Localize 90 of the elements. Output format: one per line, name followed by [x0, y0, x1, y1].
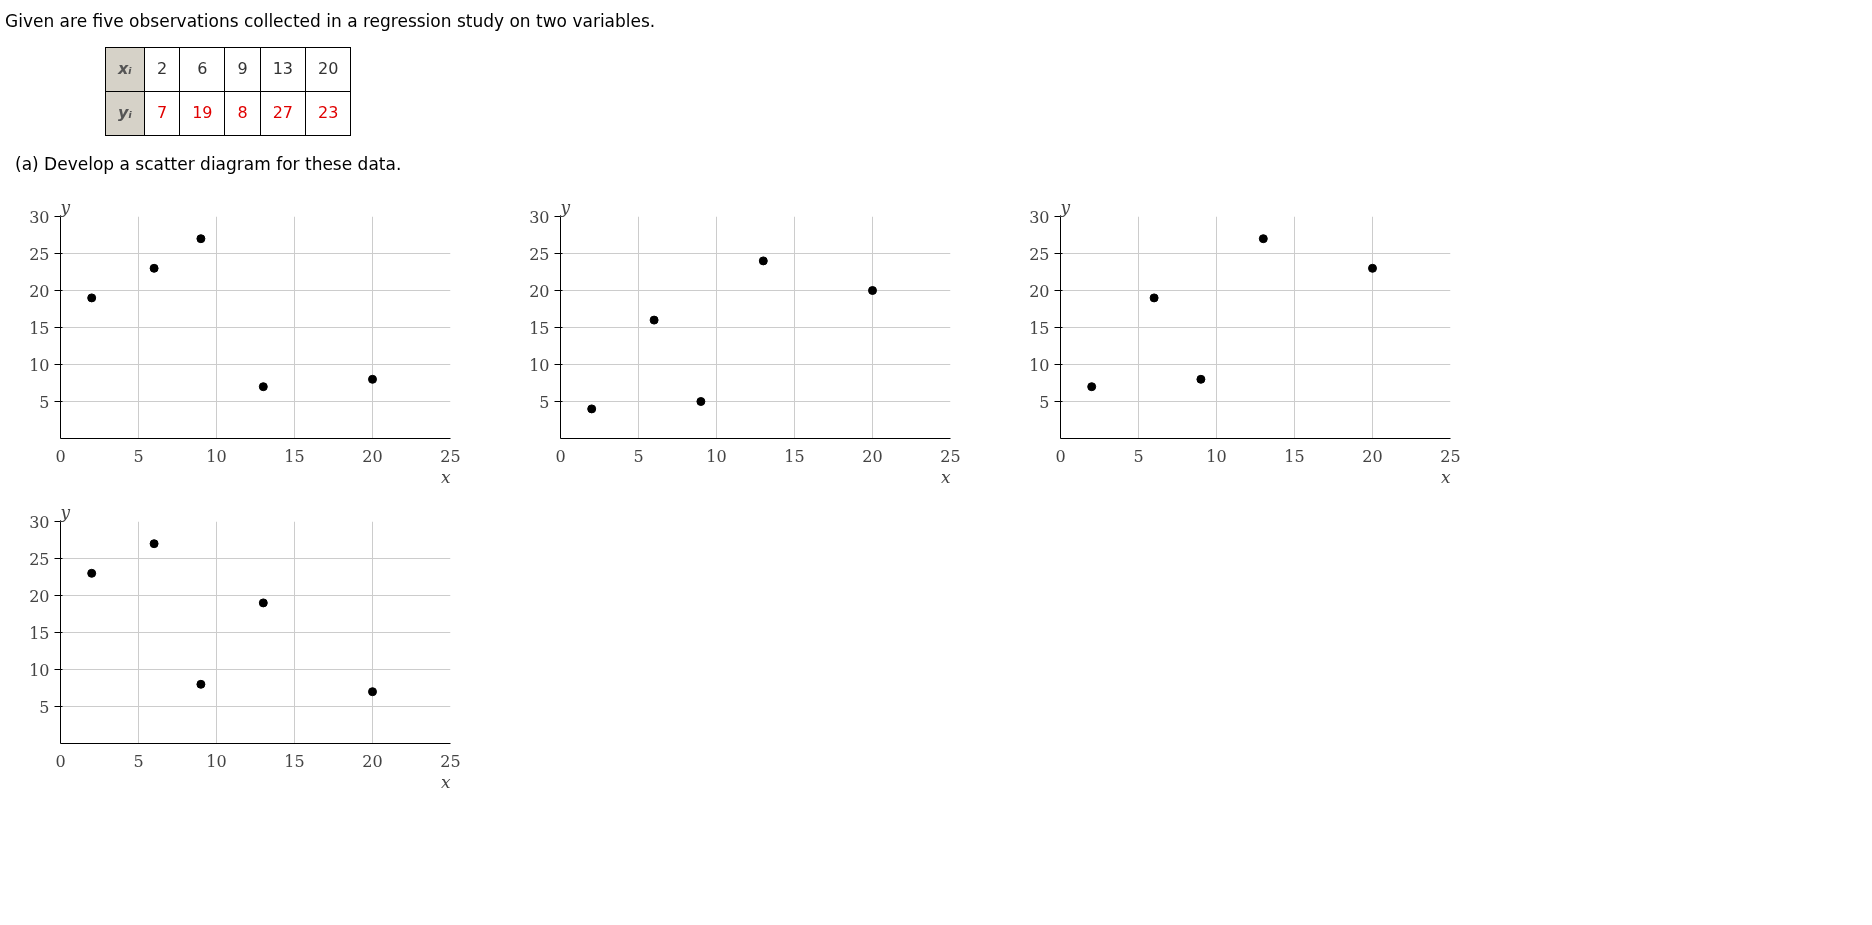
y-tick-label: 30	[29, 207, 50, 227]
y-tick-label: 15	[529, 318, 550, 338]
x-tick-label: 0	[55, 446, 66, 466]
x-axis-title: x	[440, 771, 451, 792]
y-tick-label: 15	[29, 318, 50, 338]
text: yᵢ	[105, 91, 145, 136]
y-tick-label: 5	[1039, 392, 1050, 412]
text: 23	[305, 91, 351, 136]
point	[1196, 375, 1206, 385]
point	[587, 404, 597, 414]
x-tick-label: 5	[133, 446, 144, 466]
y-tick-label: 30	[29, 512, 50, 532]
text: 19	[179, 91, 225, 136]
y-tick-label: 10	[529, 355, 550, 375]
x-tick-label: 5	[1133, 446, 1144, 466]
x-tick-label: 0	[555, 446, 566, 466]
point	[196, 680, 206, 690]
x-tick-label: 0	[1055, 446, 1066, 466]
point	[649, 315, 659, 325]
point	[196, 234, 206, 244]
point	[758, 256, 768, 266]
y-tick-label: 20	[29, 586, 50, 606]
y-axis-title: y	[1059, 196, 1071, 217]
x-tick-label: 10	[706, 446, 727, 466]
x-tick-label: 15	[284, 446, 305, 466]
point	[1368, 264, 1377, 274]
x-tick-label: 20	[362, 446, 383, 466]
x-tick-label: 10	[1206, 446, 1227, 466]
point	[868, 286, 877, 296]
text: 7	[144, 91, 180, 136]
text: Given are five observations collected in a regression study on two variables.	[5, 10, 656, 33]
point	[1087, 382, 1097, 392]
x-tick-label: 0	[55, 751, 66, 771]
point	[1149, 293, 1159, 303]
point	[696, 397, 706, 407]
y-axis-title: y	[559, 196, 571, 217]
point	[368, 687, 377, 697]
y-tick-label: 30	[1029, 207, 1050, 227]
y-tick-label: 30	[529, 207, 550, 227]
x-tick-label: 20	[362, 751, 383, 771]
text: 8	[224, 91, 261, 136]
y-tick-label: 5	[39, 392, 50, 412]
text: 13	[260, 47, 306, 92]
x-tick-label: 20	[862, 446, 883, 466]
y-tick-label: 15	[29, 623, 50, 643]
x-tick-label: 10	[206, 751, 227, 771]
x-axis-title: x	[440, 466, 451, 487]
x-tick-label: 15	[284, 751, 305, 771]
y-tick-label: 20	[529, 281, 550, 301]
text: (a) Develop a scatter diagram for these data.	[15, 152, 403, 176]
y-tick-label: 10	[29, 355, 50, 375]
x-tick-label: 25	[940, 446, 961, 466]
x-axis-title: x	[1440, 466, 1451, 487]
y-axis-title: y	[59, 196, 71, 217]
point	[87, 569, 97, 579]
y-tick-label: 5	[539, 392, 550, 412]
point	[258, 382, 268, 392]
x-axis-title: x	[940, 466, 951, 487]
point	[258, 598, 268, 608]
y-tick-label: 10	[29, 660, 50, 680]
x-tick-label: 25	[440, 751, 461, 771]
x-tick-label: 5	[133, 751, 144, 771]
y-tick-label: 15	[1029, 318, 1050, 338]
point	[368, 375, 377, 385]
x-tick-label: 25	[1440, 446, 1461, 466]
y-tick-label: 25	[29, 244, 50, 264]
x-tick-label: 5	[633, 446, 644, 466]
y-tick-label: 10	[1029, 355, 1050, 375]
y-tick-label: 25	[1029, 244, 1050, 264]
y-tick-label: 5	[39, 697, 50, 717]
y-tick-label: 20	[1029, 281, 1050, 301]
text: 2	[144, 47, 180, 92]
text: 6	[179, 47, 225, 92]
point	[87, 293, 97, 303]
x-tick-label: 20	[1362, 446, 1383, 466]
x-tick-label: 15	[1284, 446, 1305, 466]
text: 9	[224, 47, 261, 92]
y-tick-label: 25	[529, 244, 550, 264]
y-tick-label: 20	[29, 281, 50, 301]
x-tick-label: 25	[440, 446, 461, 466]
text: 20	[305, 47, 351, 92]
y-axis-title: y	[59, 501, 71, 522]
point	[149, 539, 159, 549]
text: 27	[260, 91, 306, 136]
x-tick-label: 10	[206, 446, 227, 466]
text: xᵢ	[105, 47, 145, 92]
x-tick-label: 15	[784, 446, 805, 466]
y-tick-label: 25	[29, 549, 50, 569]
point	[149, 264, 159, 274]
point	[1258, 234, 1268, 244]
